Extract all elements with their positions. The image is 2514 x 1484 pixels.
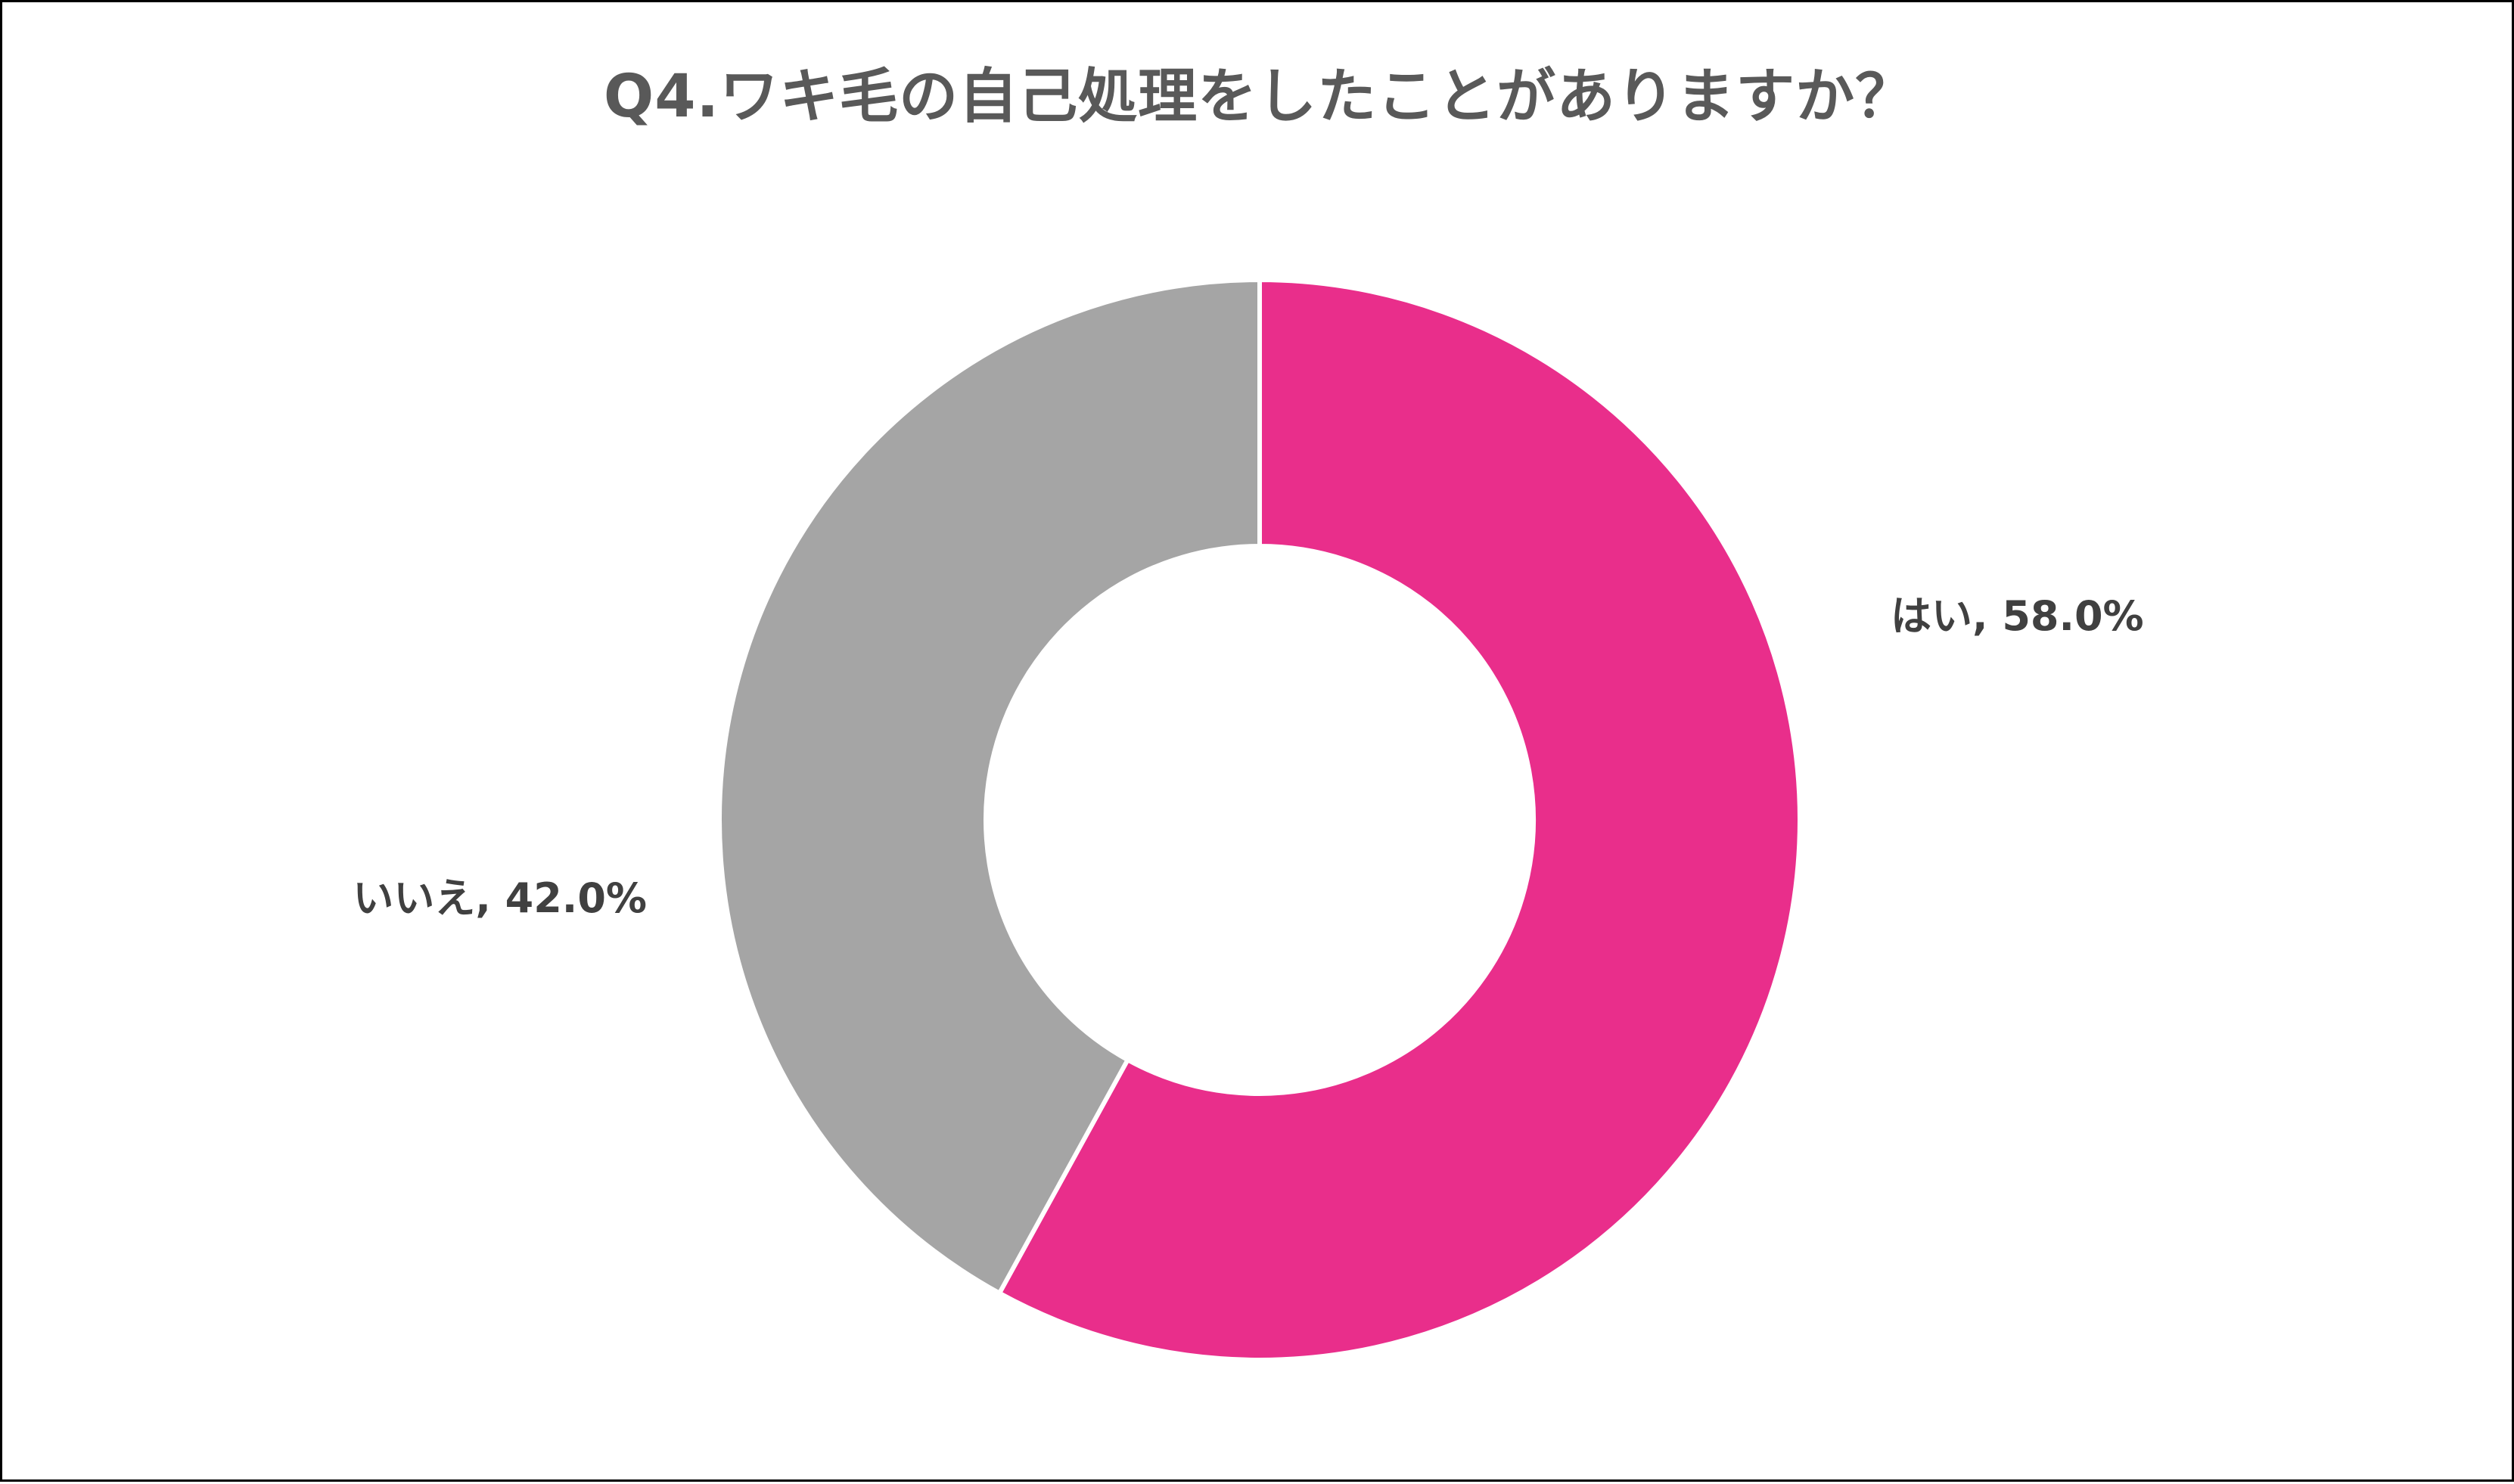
- slice-label-yes: はい, 58.0%: [1891, 592, 2144, 640]
- donut-slices: [717, 278, 1802, 1362]
- slice-yes: [997, 278, 1802, 1362]
- chart-title: Q4.ワキ毛の自己処理をしたことがありますか？: [603, 63, 1916, 131]
- slice-no: [717, 278, 1262, 1296]
- slice-labels: はい, 58.0% いいえ, 42.0%: [353, 592, 2143, 922]
- slice-label-no: いいえ, 42.0%: [353, 874, 647, 922]
